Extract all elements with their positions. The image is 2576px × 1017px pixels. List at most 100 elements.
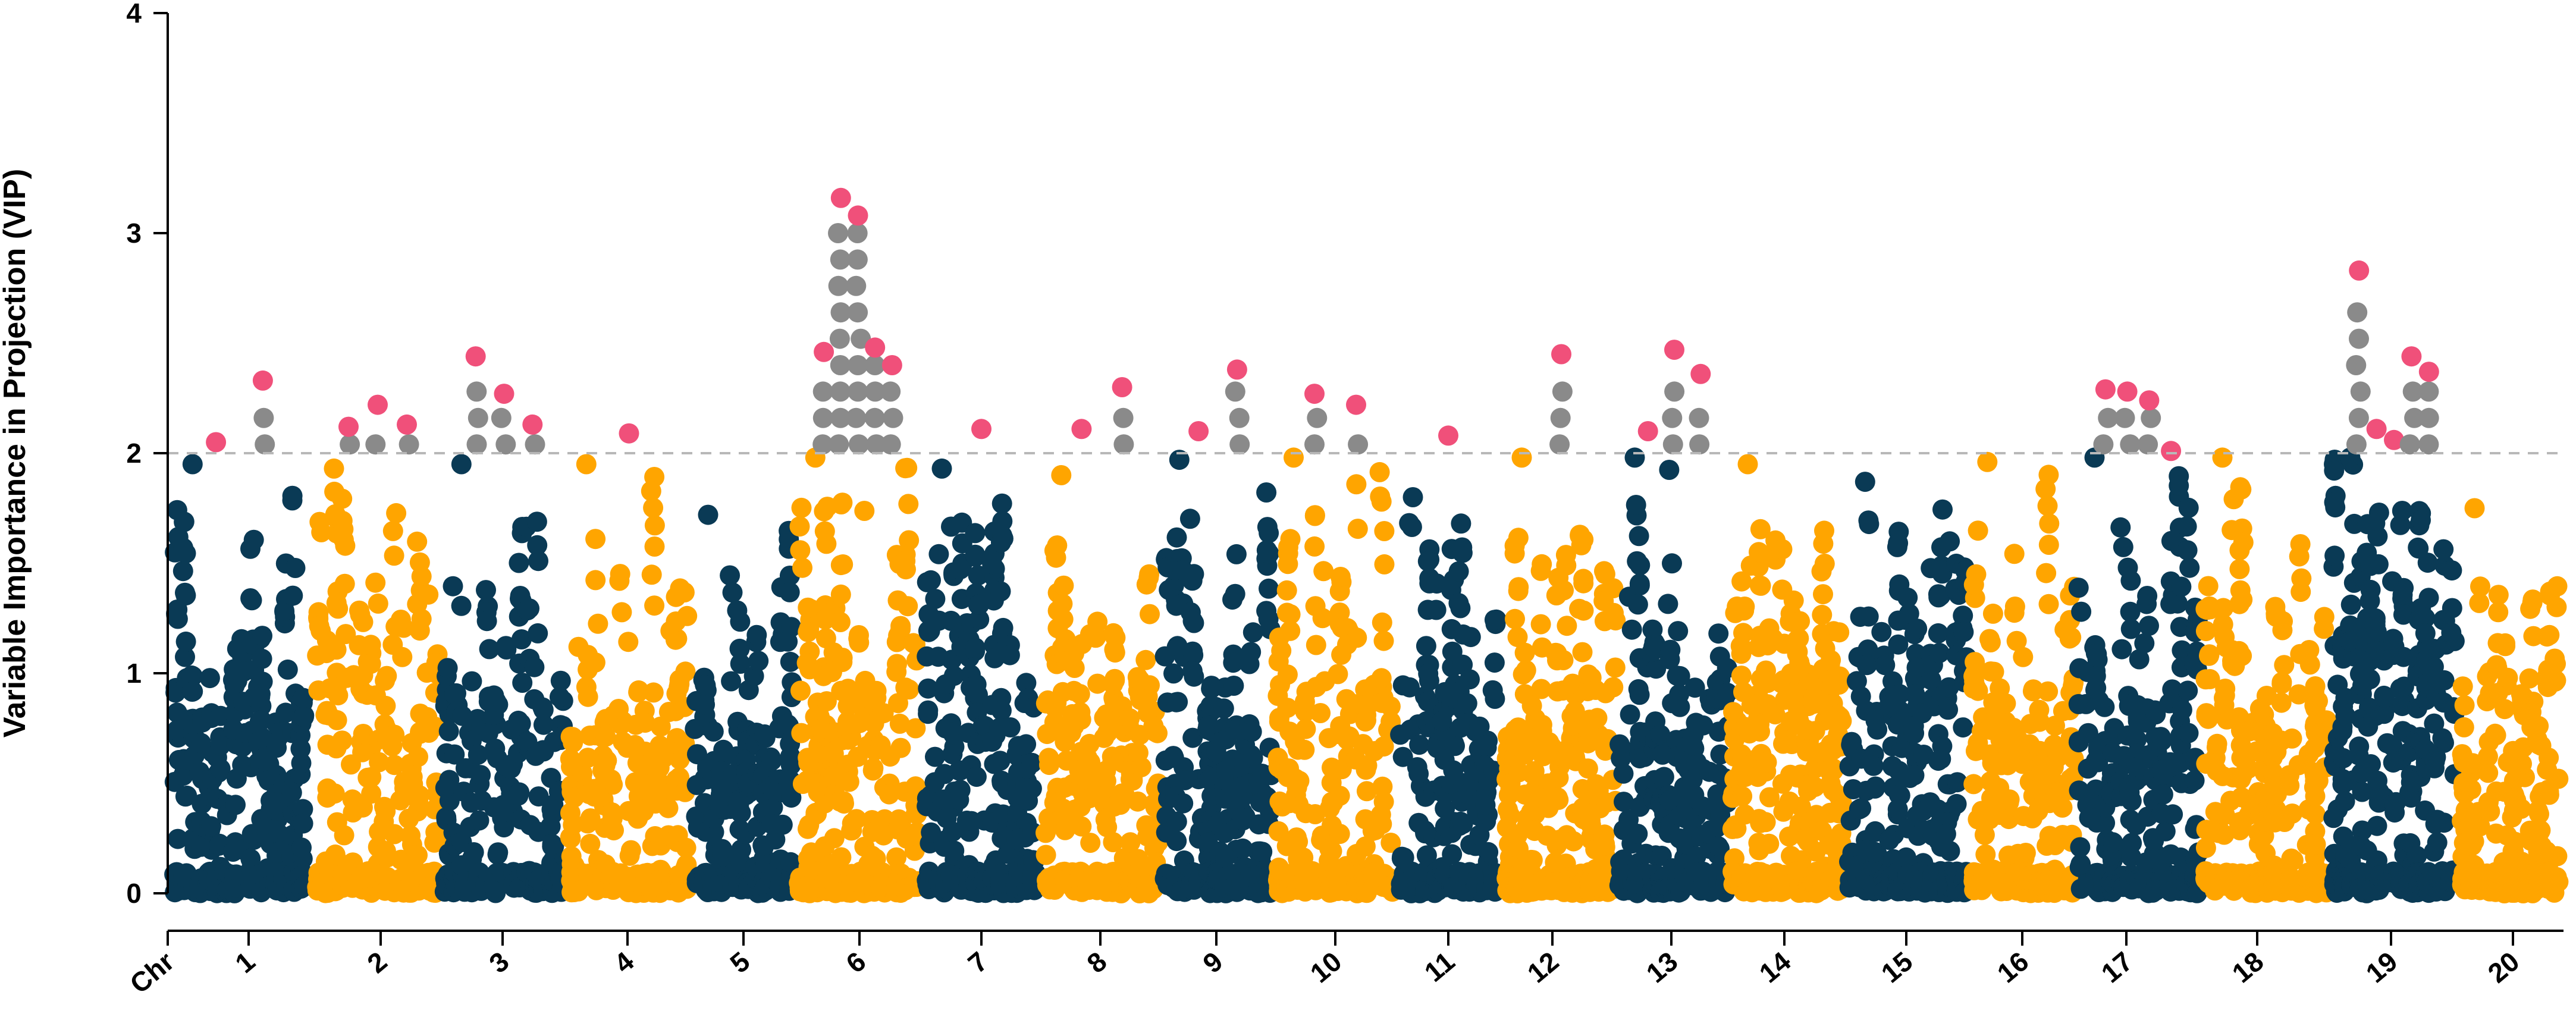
snp-point [386, 503, 407, 523]
snp-point [898, 494, 919, 514]
snp-point [382, 520, 403, 541]
above-threshold-point [253, 407, 274, 428]
snp-point [790, 680, 811, 701]
snp-point [1252, 842, 1273, 862]
snp-point [595, 726, 616, 747]
snp-point [1904, 765, 1925, 786]
snp-point [2139, 616, 2159, 636]
snp-point [761, 750, 782, 771]
snp-point [1811, 561, 1832, 582]
snp-point [1278, 537, 1298, 557]
snp-point [1284, 447, 1304, 468]
snp-point [1658, 594, 1678, 614]
snp-point [1858, 606, 1879, 627]
snp-point [608, 699, 629, 719]
snp-point [1749, 715, 1769, 736]
snp-point [508, 785, 529, 806]
peak-point [1188, 421, 1209, 441]
snp-point [1371, 491, 1392, 512]
above-threshold-point [365, 434, 386, 455]
snp-point [1277, 698, 1298, 718]
peak-point [2161, 441, 2182, 462]
snp-point [743, 666, 764, 686]
snp-point [580, 808, 601, 828]
snp-point [1732, 786, 1753, 806]
snp-point [1225, 583, 1245, 604]
snp-point [746, 624, 767, 645]
snp-point [462, 671, 482, 692]
snp-point [175, 631, 196, 652]
snp-point [2111, 639, 2132, 660]
snp-point [173, 765, 193, 786]
above-threshold-point [830, 381, 851, 402]
snp-point [1982, 603, 2003, 624]
snp-point [332, 730, 353, 751]
snp-point [407, 531, 428, 552]
peak-point [522, 414, 543, 435]
snp-point [181, 665, 202, 686]
snp-point [182, 454, 203, 475]
peak-point [830, 187, 851, 208]
above-threshold-point [828, 223, 848, 243]
snp-point [248, 732, 269, 752]
snp-point [1620, 704, 1640, 725]
snp-point [1887, 799, 1908, 820]
snp-point [1408, 764, 1429, 784]
snp-point [512, 673, 533, 693]
snp-point [1515, 662, 1536, 683]
snp-point [597, 750, 617, 771]
above-threshold-point [1662, 434, 1683, 455]
snp-point [375, 841, 396, 861]
snp-point [443, 576, 463, 597]
snp-point [2068, 577, 2089, 598]
snp-point [2110, 517, 2131, 538]
snp-point [249, 711, 270, 732]
above-threshold-point [847, 249, 868, 270]
snp-point [641, 481, 661, 501]
snp-point [467, 744, 488, 765]
snp-point [210, 735, 231, 756]
above-threshold-point [1304, 434, 1325, 455]
snp-point [1772, 539, 1793, 560]
snp-point [779, 582, 800, 602]
snp-point [1070, 702, 1091, 723]
snp-point [1356, 759, 1376, 780]
snp-point [1587, 708, 1608, 729]
snp-point [931, 458, 952, 479]
snp-point [2184, 770, 2205, 791]
snp-point [250, 687, 271, 708]
snp-point [863, 758, 884, 779]
snp-point [1258, 608, 1279, 629]
snp-point [925, 746, 945, 767]
snp-point [1372, 612, 1392, 633]
above-threshold-point [1229, 434, 1250, 455]
peak-point [1112, 377, 1132, 397]
snp-point [895, 458, 916, 479]
snp-point [175, 646, 195, 667]
above-threshold-point [829, 328, 850, 349]
above-threshold-point [1549, 434, 1570, 455]
snp-point [2153, 784, 2173, 805]
snp-point [509, 553, 529, 573]
snp-point [1373, 630, 1394, 651]
snp-point [375, 801, 396, 821]
snp-point [2013, 646, 2034, 667]
snp-point [2038, 594, 2059, 614]
snp-point [780, 651, 801, 672]
snp-point [703, 721, 724, 742]
snp-point [609, 570, 630, 591]
snp-point [1977, 451, 1998, 472]
snp-point [375, 695, 396, 716]
snp-point [1369, 462, 1390, 482]
snp-point [2004, 602, 2025, 623]
above-threshold-point [466, 434, 487, 455]
snp-point [641, 564, 662, 585]
snp-point [585, 570, 606, 591]
snp-point [350, 604, 371, 625]
snp-point [293, 813, 313, 834]
above-threshold-point [2138, 434, 2158, 455]
snp-point [1829, 622, 1850, 643]
above-threshold-point [2120, 434, 2141, 455]
snp-point [1452, 537, 1473, 558]
snp-point [368, 593, 388, 614]
